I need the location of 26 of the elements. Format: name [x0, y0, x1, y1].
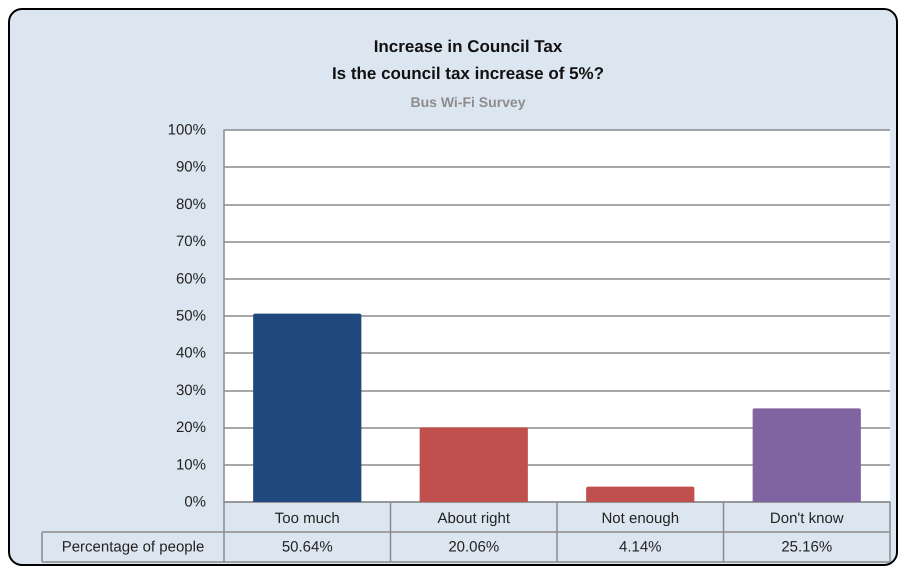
bar: [253, 314, 362, 502]
y-tick-label: 50%: [176, 308, 206, 324]
data-label: 4.14%: [618, 538, 662, 556]
bar: [586, 486, 694, 502]
bar: [752, 408, 861, 502]
y-tick-label: 10%: [176, 456, 206, 474]
x-tick-label: Don't know: [770, 510, 844, 527]
y-tick-label: 30%: [176, 382, 206, 399]
x-tick-label: Not enough: [601, 510, 680, 527]
x-tick-label: Too much: [274, 510, 340, 527]
text: Percentage of people: [62, 538, 204, 556]
x-tick-label: About right: [437, 510, 511, 527]
y-tick-label: 70%: [176, 233, 206, 250]
y-tick-label: 80%: [176, 196, 206, 213]
data-label: 20.06%: [448, 538, 500, 556]
chart-title: Increase in Council Tax Is the council tax increase of 5%?: [332, 37, 604, 83]
y-tick-label: 60%: [176, 270, 206, 288]
y-tick-label: 40%: [176, 344, 206, 362]
bar: [420, 427, 528, 502]
data-label: 50.64%: [282, 538, 333, 556]
data-label: 25.16%: [781, 538, 832, 556]
y-tick-label: 0%: [184, 494, 206, 510]
y-tick-label: 20%: [176, 419, 206, 436]
chart-subtitle: Bus Wi-Fi Survey: [410, 94, 526, 110]
y-tick-label: 90%: [176, 158, 206, 176]
y-tick-label: 100%: [168, 122, 206, 138]
